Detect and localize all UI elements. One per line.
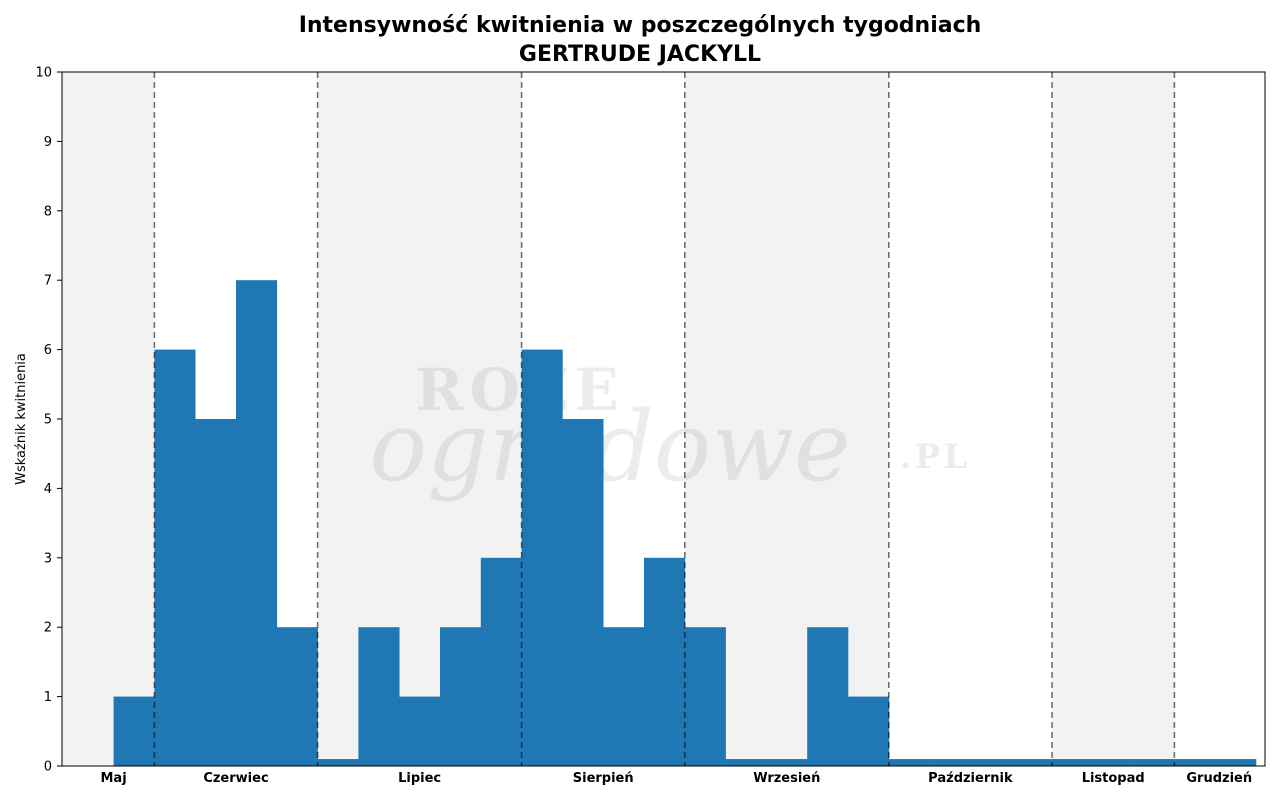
bar — [807, 627, 849, 766]
bar — [684, 627, 726, 766]
chart-subtitle: GERTRUDE JACKYLL — [518, 42, 762, 67]
y-tick-label: 5 — [44, 413, 52, 428]
bar — [929, 759, 971, 766]
bar — [970, 759, 1012, 766]
bar — [1092, 759, 1134, 766]
bar — [848, 696, 890, 766]
bar — [154, 349, 196, 766]
y-tick-label: 2 — [44, 621, 52, 636]
month-label: Wrzesień — [753, 771, 820, 786]
y-tick-label: 9 — [44, 135, 52, 150]
month-label: Maj — [101, 771, 127, 786]
watermark-suffix: .PL — [900, 437, 970, 477]
month-dividers — [153, 72, 1176, 766]
chart-title: Intensywność kwitnienia w poszczególnych… — [298, 13, 982, 38]
bar — [1215, 759, 1257, 766]
bar — [113, 696, 155, 766]
bar — [1174, 759, 1216, 766]
bar — [480, 557, 522, 766]
bar — [195, 419, 237, 766]
bar — [888, 759, 930, 766]
bar — [521, 349, 563, 766]
y-axis: 0 1 2 3 4 5 6 7 8 9 10 — [35, 66, 62, 775]
bar — [236, 280, 278, 766]
month-label: Czerwiec — [203, 771, 268, 786]
y-tick-label: 8 — [44, 204, 52, 219]
bar — [358, 627, 400, 766]
y-tick-label: 0 — [44, 760, 52, 775]
month-label: Lipiec — [398, 771, 441, 786]
month-band — [1052, 72, 1175, 766]
y-tick-label: 1 — [44, 690, 52, 705]
watermark-logo: ROZE ogrodowe .PL — [369, 356, 970, 503]
y-tick-label: 4 — [44, 482, 52, 497]
bar — [725, 759, 767, 766]
bar — [1133, 759, 1175, 766]
bar — [399, 696, 441, 766]
bar — [276, 627, 318, 766]
bar — [440, 627, 482, 766]
x-axis-month-labels: Maj Czerwiec Lipiec Sierpień Wrzesień Paździe… — [101, 771, 1253, 786]
y-axis-label: Wskaźnik kwitnienia — [14, 353, 29, 485]
month-label: Październik — [928, 771, 1013, 786]
y-tick-label: 3 — [44, 551, 52, 566]
bars — [113, 280, 1257, 766]
month-label: Listopad — [1082, 771, 1145, 786]
watermark-line2: ogrodowe — [369, 391, 850, 503]
y-tick-label: 7 — [44, 274, 52, 289]
bar — [562, 419, 604, 766]
bar — [766, 759, 808, 766]
y-tick-label: 6 — [44, 343, 52, 358]
bar — [1052, 759, 1094, 766]
watermark-line1: ROZE — [415, 356, 624, 424]
month-label: Sierpień — [573, 771, 634, 786]
bar — [1011, 759, 1053, 766]
bar — [644, 557, 686, 766]
bar — [603, 627, 645, 766]
y-tick-label: 10 — [35, 66, 52, 81]
month-label: Grudzień — [1186, 771, 1252, 786]
month-band — [62, 72, 155, 766]
bar — [317, 759, 359, 766]
